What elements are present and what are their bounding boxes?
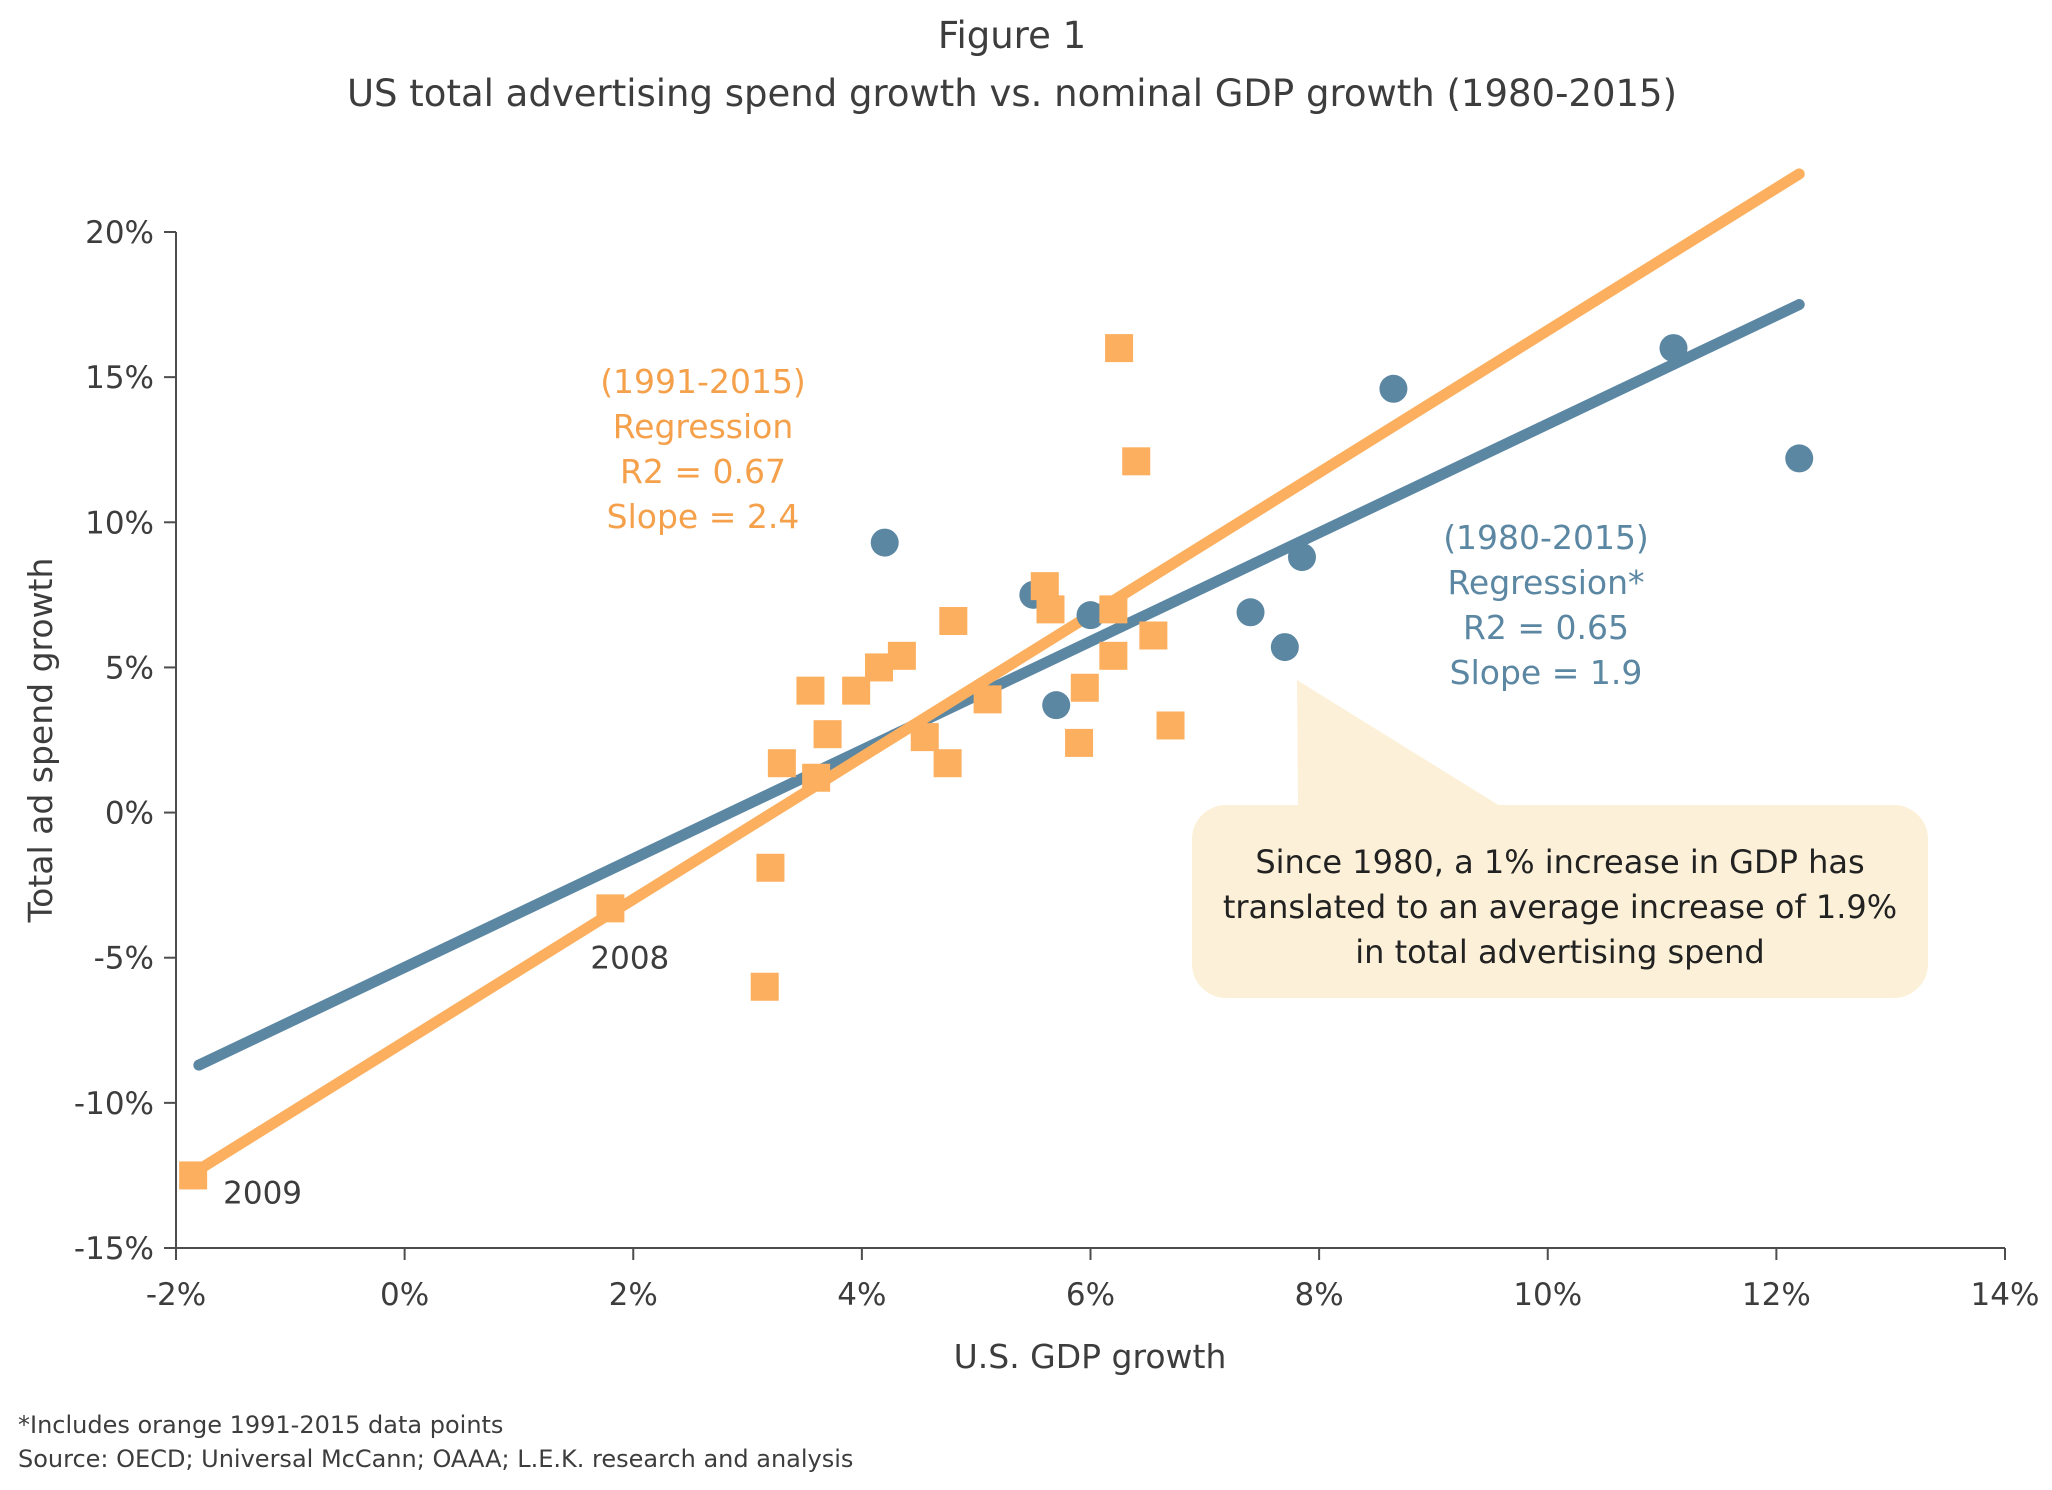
- regression-line-1991-2015: [193, 168, 1805, 1176]
- data-point-square: [939, 606, 968, 635]
- data-point-circle: [1659, 334, 1688, 363]
- y-tick-label: 10%: [85, 505, 154, 541]
- data-point-square: [796, 676, 825, 705]
- data-point-square: [756, 853, 785, 882]
- orange-regression-annotation: Slope = 2.4: [607, 497, 800, 536]
- data-point-square: [1065, 728, 1094, 757]
- blue-regression-annotation: R2 = 0.65: [1463, 608, 1629, 647]
- data-point-square: [1139, 621, 1168, 650]
- data-point-circle: [1379, 374, 1408, 403]
- data-point-square: [596, 894, 625, 923]
- y-tick-label: 20%: [85, 215, 154, 251]
- data-point-circle: [1236, 598, 1265, 627]
- data-point-square: [1099, 641, 1128, 670]
- x-tick-label: 14%: [1971, 1277, 2040, 1313]
- x-tick-label: 2%: [609, 1277, 658, 1313]
- data-point-square: [1105, 334, 1134, 363]
- orange-regression-annotation: (1991-2015): [600, 362, 806, 401]
- point-label-2009: 2009: [223, 1175, 302, 1211]
- data-point-circle: [1270, 633, 1299, 662]
- callout-text-line: translated to an average increase of 1.9…: [1223, 888, 1897, 926]
- callout-text-line: in total advertising spend: [1355, 933, 1764, 971]
- x-tick-label: 0%: [380, 1277, 429, 1313]
- regression-line-1980-2015: [193, 299, 1805, 1071]
- y-axis-label: Total ad spend growth: [21, 558, 60, 924]
- y-tick-label: -5%: [94, 941, 154, 977]
- footnote-asterisk: *Includes orange 1991-2015 data points: [18, 1411, 503, 1439]
- x-tick-label: -2%: [146, 1277, 206, 1313]
- data-point-square: [1036, 595, 1065, 624]
- chart-title: Figure 1: [938, 14, 1086, 57]
- data-point-square: [1070, 673, 1099, 702]
- x-tick-label: 12%: [1742, 1277, 1811, 1313]
- data-point-square: [910, 723, 939, 752]
- data-point-square: [750, 972, 779, 1001]
- x-tick-label: 10%: [1513, 1277, 1582, 1313]
- blue-regression-annotation: (1980-2015): [1443, 518, 1649, 557]
- callout-pointer: [1297, 680, 1500, 806]
- orange-regression-annotation: R2 = 0.67: [620, 452, 786, 491]
- data-point-square: [973, 685, 1002, 714]
- y-tick-label: -10%: [74, 1086, 154, 1122]
- x-tick-label: 4%: [837, 1277, 886, 1313]
- callout-text-line: Since 1980, a 1% increase in GDP has: [1255, 843, 1864, 881]
- data-point-square: [1122, 447, 1151, 476]
- callout-box: [1192, 805, 1928, 998]
- chart-subtitle: US total advertising spend growth vs. no…: [347, 72, 1677, 115]
- callout: Since 1980, a 1% increase in GDP has tran…: [1192, 680, 1928, 998]
- y-tick-label: 15%: [85, 360, 154, 396]
- orange-regression-annotation: Regression: [613, 407, 794, 446]
- x-axis-label: U.S. GDP growth: [954, 1337, 1227, 1376]
- data-point-circle: [1785, 444, 1814, 473]
- data-point-square: [1099, 595, 1128, 624]
- axes: 20% 15% 10% 5% 0% -5% -10% -15% -2% 0% 2% 4% 6% 8% 10%…: [74, 215, 2040, 1313]
- y-tick-label: 0%: [105, 796, 154, 832]
- data-point-square: [813, 720, 842, 749]
- blue-regression-annotation: Slope = 1.9: [1450, 653, 1643, 692]
- y-tick-label: 5%: [105, 650, 154, 686]
- data-point-circle: [870, 528, 899, 557]
- data-points: [179, 334, 1814, 1190]
- data-point-circle: [1076, 601, 1105, 630]
- point-label-2008: 2008: [590, 940, 669, 976]
- regression-lines: [193, 168, 1805, 1176]
- x-tick-label: 8%: [1295, 1277, 1344, 1313]
- blue-regression-annotation: Regression*: [1447, 563, 1644, 602]
- y-tick-label: -15%: [74, 1231, 154, 1267]
- annotations: (1991-2015) Regression R2 = 0.67 Slope = 2.…: [223, 362, 1649, 1211]
- data-point-circle: [1287, 543, 1316, 572]
- data-point-square: [802, 763, 831, 792]
- data-point-square: [767, 749, 796, 778]
- data-point-square: [933, 749, 962, 778]
- data-point-square: [1156, 711, 1185, 740]
- data-point-circle: [1042, 691, 1071, 720]
- data-point-square: [887, 641, 916, 670]
- footnote-source: Source: OECD; Universal McCann; OAAA; L.…: [18, 1445, 853, 1473]
- x-tick-label: 6%: [1066, 1277, 1115, 1313]
- data-point-square: [179, 1161, 208, 1190]
